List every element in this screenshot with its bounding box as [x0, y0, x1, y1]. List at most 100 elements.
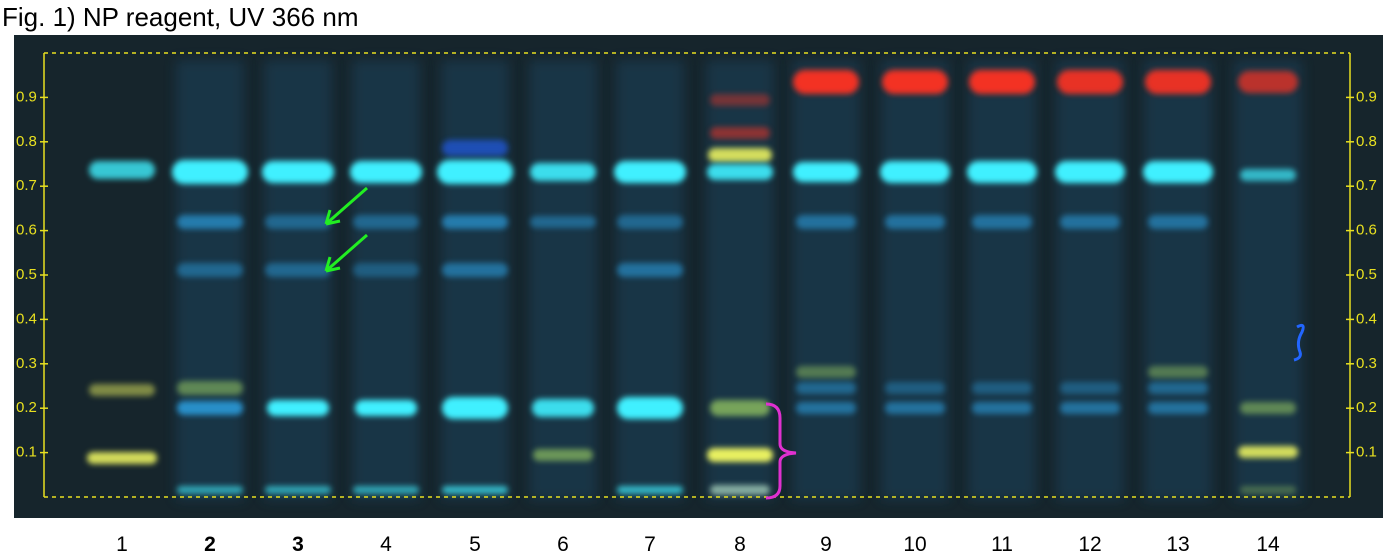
band [796, 402, 856, 414]
band [710, 127, 770, 139]
band [177, 401, 243, 415]
tick-label: 0.5 [1356, 266, 1377, 283]
lane-column [176, 60, 244, 500]
lane-label: 1 [116, 533, 128, 556]
band [1148, 402, 1208, 414]
band [267, 400, 329, 416]
lane-column [706, 60, 774, 500]
lane-label: 5 [469, 533, 481, 556]
band [1238, 71, 1298, 93]
brace [765, 402, 797, 500]
lane-column [792, 60, 860, 500]
lane-label: 4 [380, 533, 392, 556]
lane-column [968, 60, 1036, 500]
band [793, 162, 859, 182]
band [442, 215, 508, 229]
band [617, 486, 683, 494]
band [177, 486, 243, 494]
band [265, 263, 331, 277]
lane-label: 13 [1166, 533, 1189, 556]
band [1148, 382, 1208, 394]
band [87, 452, 157, 464]
band [172, 160, 248, 184]
band [1148, 366, 1208, 378]
lane-column [1056, 60, 1124, 500]
tick-label: 0.3 [16, 355, 37, 372]
arrow [324, 186, 368, 226]
band [1240, 486, 1296, 494]
tick-label: 0.9 [16, 88, 37, 105]
band [177, 263, 243, 277]
band [707, 448, 773, 462]
band [796, 215, 856, 229]
lane-label: 12 [1078, 533, 1101, 556]
band [1240, 402, 1296, 414]
band [437, 160, 513, 184]
band [353, 215, 419, 229]
band [1143, 161, 1213, 183]
lane-label: 14 [1256, 533, 1280, 556]
tick-label: 0.4 [1356, 310, 1377, 327]
lane-column [616, 60, 684, 500]
band [1060, 382, 1120, 394]
lane-label: 9 [820, 533, 832, 556]
tick-label: 0.1 [1356, 444, 1377, 461]
band [796, 382, 856, 394]
tick-label: 0.2 [16, 399, 37, 416]
arrow [324, 233, 368, 273]
band [967, 161, 1037, 183]
lane-column [881, 60, 949, 500]
band [793, 70, 859, 94]
band [796, 366, 856, 378]
lane-label: 6 [557, 533, 569, 556]
tick-label: 0.6 [16, 222, 37, 239]
band [89, 384, 155, 396]
band [1145, 70, 1211, 94]
band [89, 161, 155, 179]
lane-label: 10 [903, 533, 926, 556]
band [530, 216, 596, 228]
band [442, 140, 508, 156]
band [885, 215, 945, 229]
band [442, 263, 508, 277]
band [885, 382, 945, 394]
tick-label: 0.5 [16, 266, 37, 283]
band [442, 397, 508, 419]
band [533, 449, 593, 461]
lane-label: 11 [991, 533, 1013, 556]
band [442, 486, 508, 494]
band [353, 486, 419, 494]
band [880, 161, 950, 183]
lane-column [1144, 60, 1212, 500]
tick-label: 0.6 [1356, 222, 1377, 239]
band [710, 94, 770, 106]
lane-columns [176, 60, 1302, 500]
band [617, 263, 683, 277]
band [530, 163, 596, 181]
band [1238, 446, 1298, 458]
band [885, 402, 945, 414]
band [1055, 161, 1125, 183]
lane-column [352, 60, 420, 500]
lane-column [1234, 60, 1302, 500]
marker [1293, 323, 1305, 362]
band [882, 70, 948, 94]
band [1057, 70, 1123, 94]
lane-label: 3 [292, 533, 304, 556]
lane-label: 2 [204, 533, 216, 556]
band [1060, 402, 1120, 414]
band [1240, 169, 1296, 181]
band [355, 400, 417, 416]
band [710, 485, 770, 495]
tick-label: 0.7 [1356, 177, 1377, 194]
band [1060, 215, 1120, 229]
tick-label: 0.3 [1356, 355, 1377, 372]
band [617, 397, 683, 419]
tick-label: 0.2 [1356, 399, 1377, 416]
lane-column [529, 60, 597, 500]
band [969, 70, 1035, 94]
band [262, 161, 334, 183]
band [972, 382, 1032, 394]
tick-label: 0.8 [16, 133, 37, 150]
